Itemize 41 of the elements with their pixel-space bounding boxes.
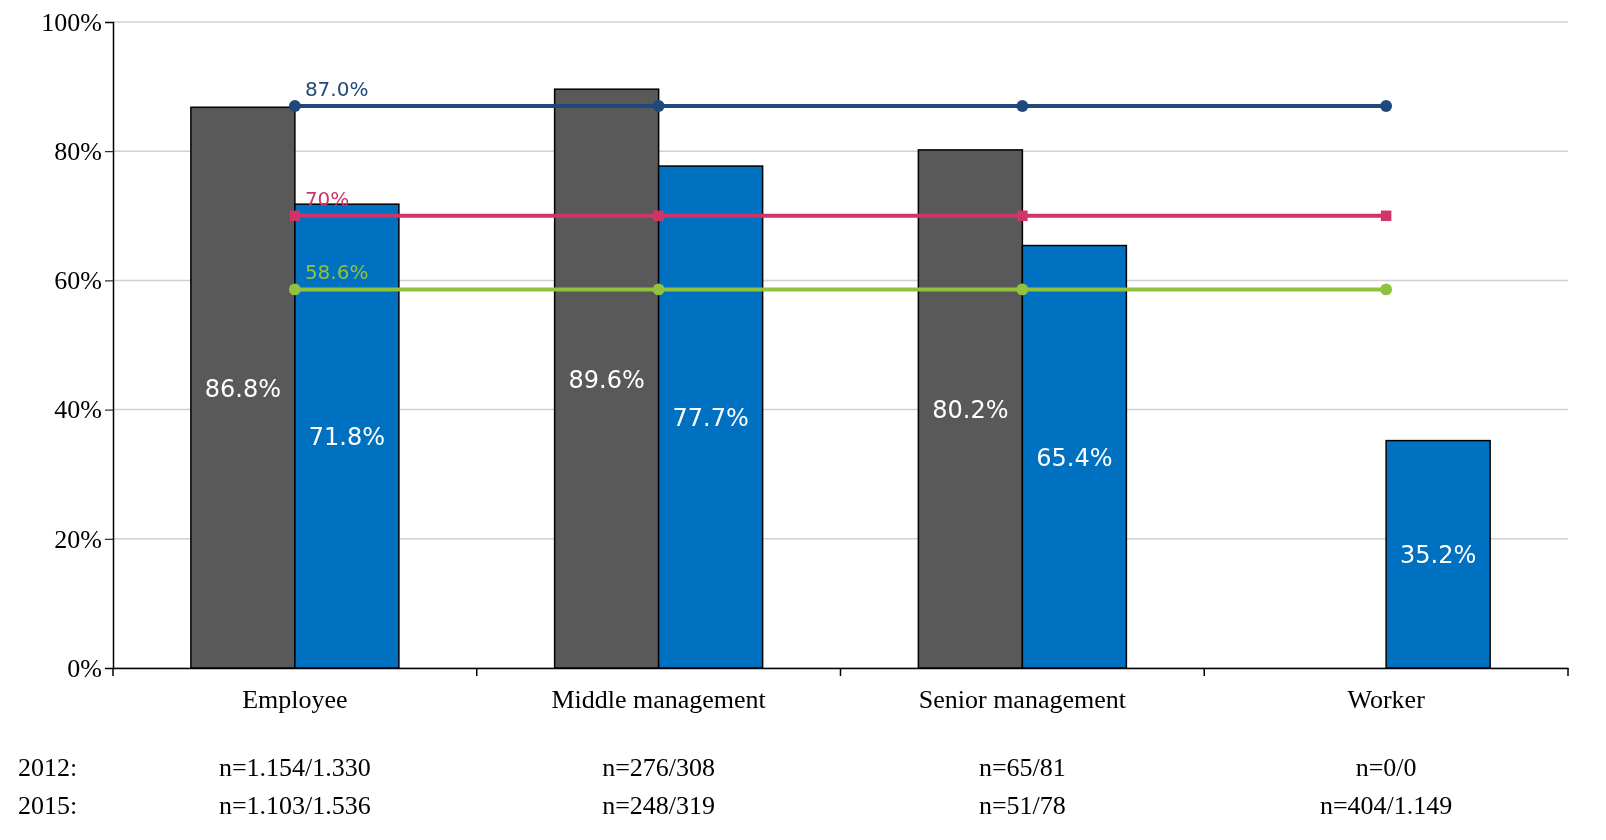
y-tick-label: 60% (54, 266, 102, 296)
data-label: 86.8% (204, 374, 281, 403)
data-label: 35.2% (1400, 541, 1477, 570)
y-tick-label: 0% (67, 653, 102, 683)
data-label: 71.8% (308, 423, 385, 452)
point (652, 100, 665, 112)
data-label: 77.7% (672, 404, 749, 433)
text: n=248/319 (602, 791, 716, 820)
point (1380, 100, 1393, 112)
x-tick-label: Employee (242, 685, 348, 715)
text: 2012: (18, 753, 78, 782)
data-label: 65.4% (1036, 443, 1113, 472)
point (1380, 283, 1393, 296)
point (288, 283, 301, 296)
point (1380, 210, 1392, 222)
point (652, 283, 665, 296)
text: n=65/81 (978, 753, 1066, 782)
point (288, 100, 301, 112)
data-label: 89.6% (568, 365, 645, 394)
y-tick-label: 80% (54, 137, 102, 167)
point (289, 210, 301, 222)
point (653, 210, 664, 222)
text: 2015: (18, 791, 78, 820)
x-tick-label: Worker (1347, 685, 1426, 715)
text: n=1.103/1.536 (218, 791, 371, 820)
point (1016, 100, 1029, 112)
data-label: 58.6% (304, 260, 369, 285)
text: n=51/78 (978, 791, 1066, 820)
text: n=1.154/1.330 (218, 753, 371, 782)
y-tick-label: 100% (41, 7, 102, 37)
x-tick-label: Middle management (551, 685, 767, 715)
point (1016, 283, 1029, 296)
text: n=404/1.149 (1319, 791, 1453, 820)
point (1017, 210, 1028, 222)
text: n=0/0 (1355, 753, 1417, 782)
data-label: 80.2% (932, 395, 1009, 424)
x-tick-label: Senior management (918, 685, 1127, 715)
y-tick-label: 20% (54, 524, 102, 554)
y-tick-label: 40% (54, 395, 102, 425)
text: n=276/308 (602, 753, 716, 782)
data-label: 87.0% (304, 76, 369, 101)
